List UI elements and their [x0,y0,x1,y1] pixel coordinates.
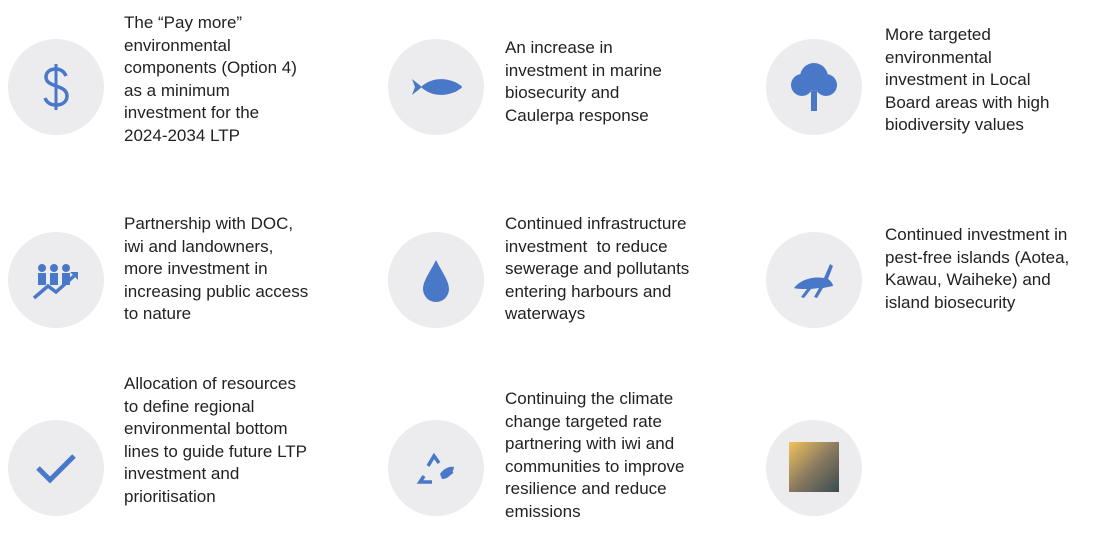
text-line: environmental [124,35,297,58]
text-line: An increase in [505,37,662,60]
text-line: increasing public access [124,281,308,304]
text-line: investment and [124,463,307,486]
text-line: Continued investment in [885,224,1069,247]
text-line: more investment in [124,258,308,281]
text-line: as a minimum [124,80,297,103]
text-line: island biosecurity [885,292,1069,315]
icon-drop [388,232,484,328]
text-line: partnering with iwi and [505,433,685,456]
text-line: investment in Local [885,69,1049,92]
text-line: to define regional [124,396,307,419]
icon-recycle [388,420,484,516]
text-line: investment for the [124,102,297,125]
text-line: biodiversity values [885,114,1049,137]
text-line: pest-free islands (Aotea, [885,247,1069,270]
text-line: change targeted rate [505,411,685,434]
text-line: to nature [124,303,308,326]
text-line: environmental bottom [124,418,307,441]
text-line: waterways [505,303,689,326]
text-line: Partnership with DOC, [124,213,308,236]
item-text: Partnership with DOC,iwi and landowners,… [124,213,308,326]
text-line: Caulerpa response [505,105,662,128]
text-line: communities to improve [505,456,685,479]
text-line: Kawau, Waiheke) and [885,269,1069,292]
icon-photo [766,420,862,516]
text-line: entering harbours and [505,281,689,304]
text-line: iwi and landowners, [124,236,308,259]
page: The “Pay more”environmentalcomponents (O… [0,0,1113,542]
text-line: emissions [505,501,685,524]
text-line: More targeted [885,24,1049,47]
icon-insect [766,232,862,328]
icon-fish [388,39,484,135]
text-line: The “Pay more” [124,12,297,35]
icon-dollar [8,39,104,135]
icon-tree [766,39,862,135]
text-line: environmental [885,47,1049,70]
text-line: resilience and reduce [505,478,685,501]
text-line: Continuing the climate [505,388,685,411]
icon-people-growth [8,232,104,328]
icon-check [8,420,104,516]
text-line: Board areas with high [885,92,1049,115]
text-line: prioritisation [124,486,307,509]
text-line: biosecurity and [505,82,662,105]
text-line: Continued infrastructure [505,213,689,236]
text-line: investment in marine [505,60,662,83]
text-line: components (Option 4) [124,57,297,80]
text-line: 2024-2034 LTP [124,125,297,148]
text-line: Allocation of resources [124,373,307,396]
text-line: investment to reduce [505,236,689,259]
text-line: lines to guide future LTP [124,441,307,464]
text-line: sewerage and pollutants [505,258,689,281]
